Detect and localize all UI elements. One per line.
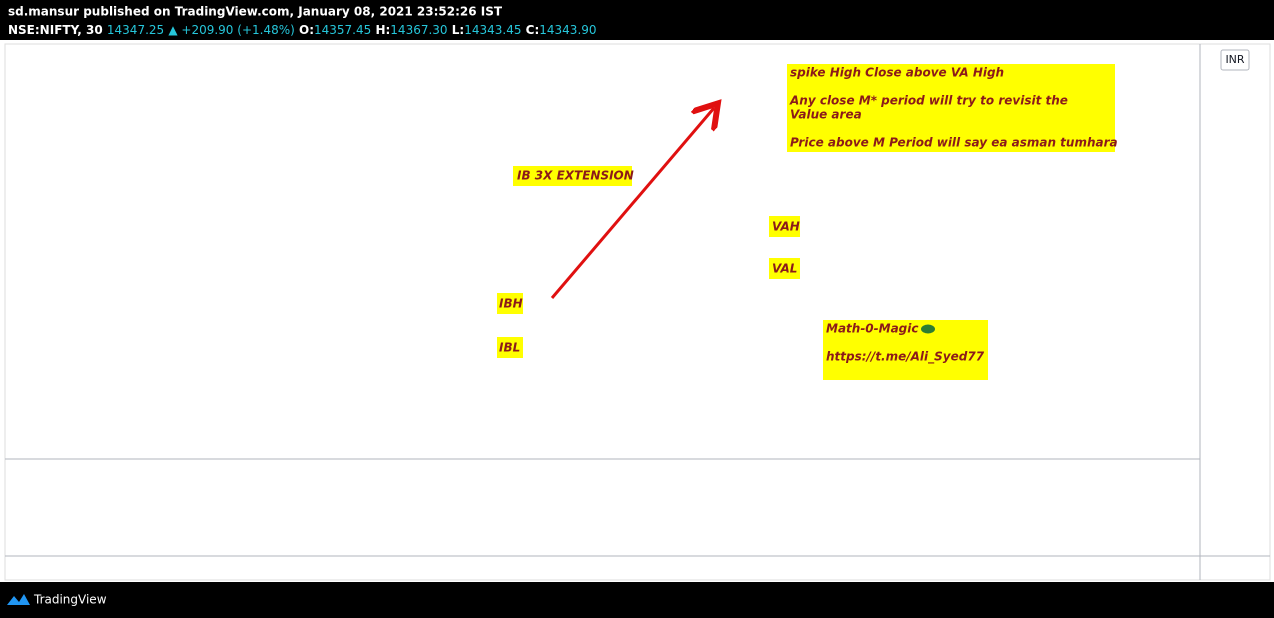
change: ▲ +209.90 (+1.48%) [168, 23, 294, 37]
note-line: Any close M* period will try to revisit … [789, 94, 1068, 108]
note-box [787, 64, 1115, 152]
vah-label: VAH [772, 220, 800, 234]
symbol: NSE:NIFTY, 30 [8, 23, 103, 37]
signature-box [823, 320, 988, 380]
logo [7, 594, 30, 605]
val-label: VAL [772, 262, 797, 276]
signature-link: https://t.me/Ali_Syed77 [826, 350, 985, 365]
currency: INR [1225, 53, 1244, 66]
ohlc-value: 14343.45 [464, 23, 521, 37]
signature-name: Math-0-Magic [826, 322, 918, 336]
ohlc-key: O: [299, 23, 314, 37]
ann-box [497, 293, 523, 314]
footer-bar [0, 582, 1274, 618]
ann-box [769, 216, 800, 237]
extension-label: IB 3X EXTENSION [517, 169, 634, 183]
turtle-icon [921, 324, 935, 334]
ohlc-value: 14343.90 [539, 23, 596, 37]
note-line: spike High Close above VA High [790, 66, 1004, 80]
ann-box [769, 258, 800, 279]
symbol-line: NSE:NIFTY, 30 14347.25 ▲ +209.90 (+1.48%… [8, 23, 597, 37]
ibh-label: IBH [499, 297, 523, 311]
footer-brand: TradingView [33, 593, 107, 607]
last: 14347.25 [107, 23, 164, 37]
ann-box [513, 166, 632, 186]
note-line: Price above M Period will say ea asman t… [790, 136, 1118, 150]
arrow [550, 108, 714, 299]
currency-box [1220, 49, 1250, 71]
ibl-label: IBL [499, 341, 520, 355]
ohlc-key: L: [452, 23, 464, 37]
ohlc-value: 14367.30 [390, 23, 447, 37]
ohlc-key: C: [526, 23, 540, 37]
publisher: sd.mansur published on TradingView.com, … [8, 5, 503, 19]
note-line: Value area [790, 108, 862, 122]
ann-box [497, 337, 523, 358]
ohlc-key: H: [375, 23, 390, 37]
header-bar [0, 0, 1274, 40]
ohlc-value: 14357.45 [314, 23, 371, 37]
